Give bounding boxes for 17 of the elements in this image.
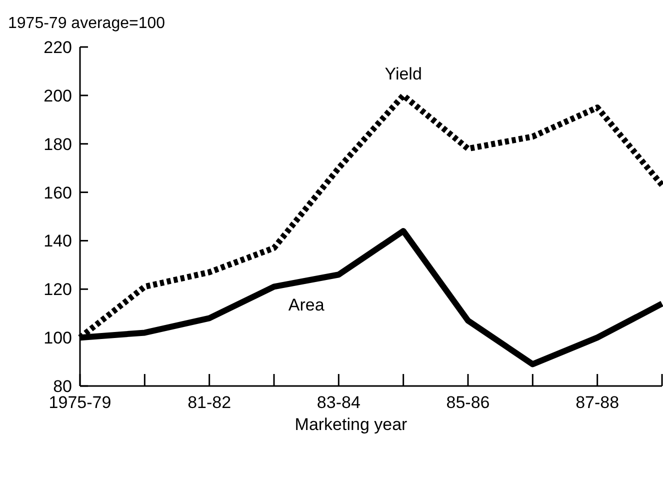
y-tick-label: 220 [44,38,72,57]
x-tick-label: 1975-79 [48,393,112,412]
x-tick-label: 83-84 [316,393,360,412]
y-tick-label: 120 [44,280,72,300]
series-label: Area [288,296,325,315]
y-tick-label: 80 [53,377,72,396]
x-axis-title: Marketing year [294,415,408,434]
x-tick-label: 81-82 [188,393,232,412]
y-tick-label: 100 [44,328,72,348]
y-tick-label: 140 [44,232,72,251]
y-tick-label: 160 [44,183,72,202]
x-tick-label: 85-86 [446,393,490,412]
y-axis-title: 1975-79 average=100 [8,15,166,32]
series-label: Yield [384,64,422,84]
x-tick-label: 87-88 [576,393,620,412]
y-tick-label: 200 [44,86,72,106]
y-tick-label: 180 [44,134,72,154]
